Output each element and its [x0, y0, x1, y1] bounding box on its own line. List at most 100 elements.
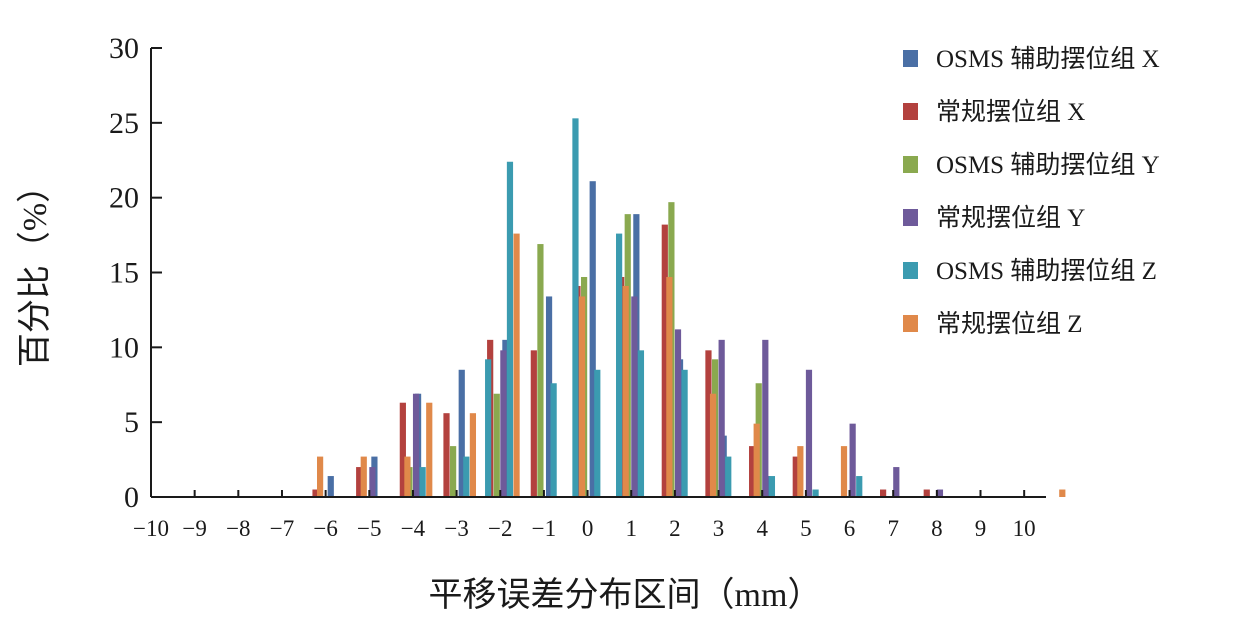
bar — [718, 339, 725, 497]
bar — [500, 350, 507, 497]
x-tick-label: −6 — [313, 516, 337, 541]
x-tick-label: 10 — [1013, 516, 1036, 541]
bar — [622, 285, 629, 497]
bar — [661, 224, 668, 498]
bar — [463, 456, 470, 497]
x-tick-label: 6 — [844, 516, 856, 541]
bar — [426, 402, 433, 497]
bar — [594, 369, 601, 497]
x-tick-label: 0 — [582, 516, 594, 541]
x-tick-label: −7 — [270, 516, 294, 541]
legend-label: OSMS 辅助摆位组 Z — [936, 257, 1157, 285]
bar — [840, 446, 848, 497]
bar — [880, 489, 887, 497]
x-tick-label: 1 — [625, 516, 637, 541]
x-tick-label: −10 — [133, 516, 169, 541]
x-tick-label: 2 — [669, 516, 681, 541]
bar — [458, 369, 465, 497]
bar — [936, 489, 944, 497]
bar — [674, 329, 682, 497]
bar — [443, 413, 450, 497]
bar — [537, 244, 544, 497]
legend-swatch — [903, 50, 918, 67]
x-tick-label: 4 — [756, 516, 768, 541]
bar — [709, 393, 717, 497]
x-tick-label: −4 — [401, 516, 426, 541]
bar — [550, 383, 557, 497]
y-tick-label: 0 — [124, 481, 139, 514]
bar — [1059, 489, 1066, 497]
bar — [327, 476, 334, 497]
bar — [893, 467, 900, 497]
bar — [616, 233, 623, 497]
legend-label: 常规摆位组 X — [936, 98, 1085, 126]
legend-label: OSMS 辅助摆位组 Y — [936, 151, 1160, 179]
legend-swatch — [903, 209, 918, 226]
bar — [399, 402, 406, 497]
x-tick-label: −9 — [182, 516, 206, 541]
bar — [792, 456, 799, 497]
bar — [762, 339, 769, 497]
legend: OSMS 辅助摆位组 X 常规摆位组 X OSMS 辅助摆位组 Y 常规摆位组 Y OS… — [903, 45, 1160, 338]
legend-swatch — [903, 315, 918, 332]
bar — [513, 233, 520, 497]
bar — [404, 456, 411, 497]
y-tick-label: 20 — [109, 182, 139, 215]
bar — [812, 489, 819, 497]
y-tick-label: 5 — [124, 406, 139, 439]
x-ticks: −10 −9 −8 −7 −6 −5 −4 −3 −2 −1 0 1 2 3 4 5 6 7 8 9 10 — [133, 490, 1036, 541]
bar — [493, 393, 500, 497]
y-axis-title: 百分比（%） — [16, 169, 54, 367]
bar — [530, 350, 537, 497]
bar — [923, 489, 930, 497]
x-tick-label: −2 — [488, 516, 512, 541]
bar — [589, 181, 596, 497]
bar — [856, 476, 863, 497]
bar — [450, 446, 457, 497]
y-tick-label: 10 — [109, 331, 139, 364]
x-tick-label: −8 — [226, 516, 250, 541]
bar — [419, 467, 426, 497]
bar — [753, 423, 760, 497]
bar — [705, 350, 712, 497]
x-tick-label: −1 — [532, 516, 556, 541]
y-tick-label: 30 — [109, 32, 139, 65]
bar — [578, 296, 586, 497]
bar — [312, 489, 319, 497]
legend-swatch — [903, 262, 918, 279]
legend-swatch — [903, 103, 918, 120]
bar — [637, 350, 645, 497]
bar — [356, 467, 363, 497]
legend-label: 常规摆位组 Y — [936, 204, 1085, 232]
bar — [317, 456, 324, 497]
bar — [485, 359, 492, 497]
bar — [469, 413, 477, 497]
bar — [725, 456, 732, 497]
bar — [797, 446, 804, 497]
legend-label: OSMS 辅助摆位组 X — [936, 45, 1160, 73]
bar — [360, 456, 367, 497]
bar — [768, 476, 776, 497]
y-tick-label: 25 — [109, 107, 139, 140]
bar — [849, 423, 856, 497]
x-tick-label: 9 — [975, 516, 987, 541]
bar — [572, 118, 579, 497]
x-tick-label: −5 — [357, 516, 381, 541]
bar — [369, 467, 376, 497]
x-tick-label: 5 — [800, 516, 812, 541]
bar — [749, 446, 756, 497]
x-tick-label: 8 — [931, 516, 943, 541]
legend-swatch — [903, 156, 918, 173]
x-tick-label: −3 — [444, 516, 468, 541]
y-tick-label: 15 — [109, 257, 139, 290]
bar — [631, 296, 638, 497]
legend-label: 常规摆位组 Z — [936, 310, 1083, 338]
bar — [666, 276, 673, 497]
x-tick-label: 3 — [713, 516, 725, 541]
bar — [545, 296, 553, 497]
bar — [412, 393, 420, 497]
bars-layer — [312, 118, 1066, 498]
bar — [805, 369, 813, 497]
y-ticks: 0 5 10 15 20 25 30 — [109, 32, 162, 514]
bar — [506, 161, 514, 497]
